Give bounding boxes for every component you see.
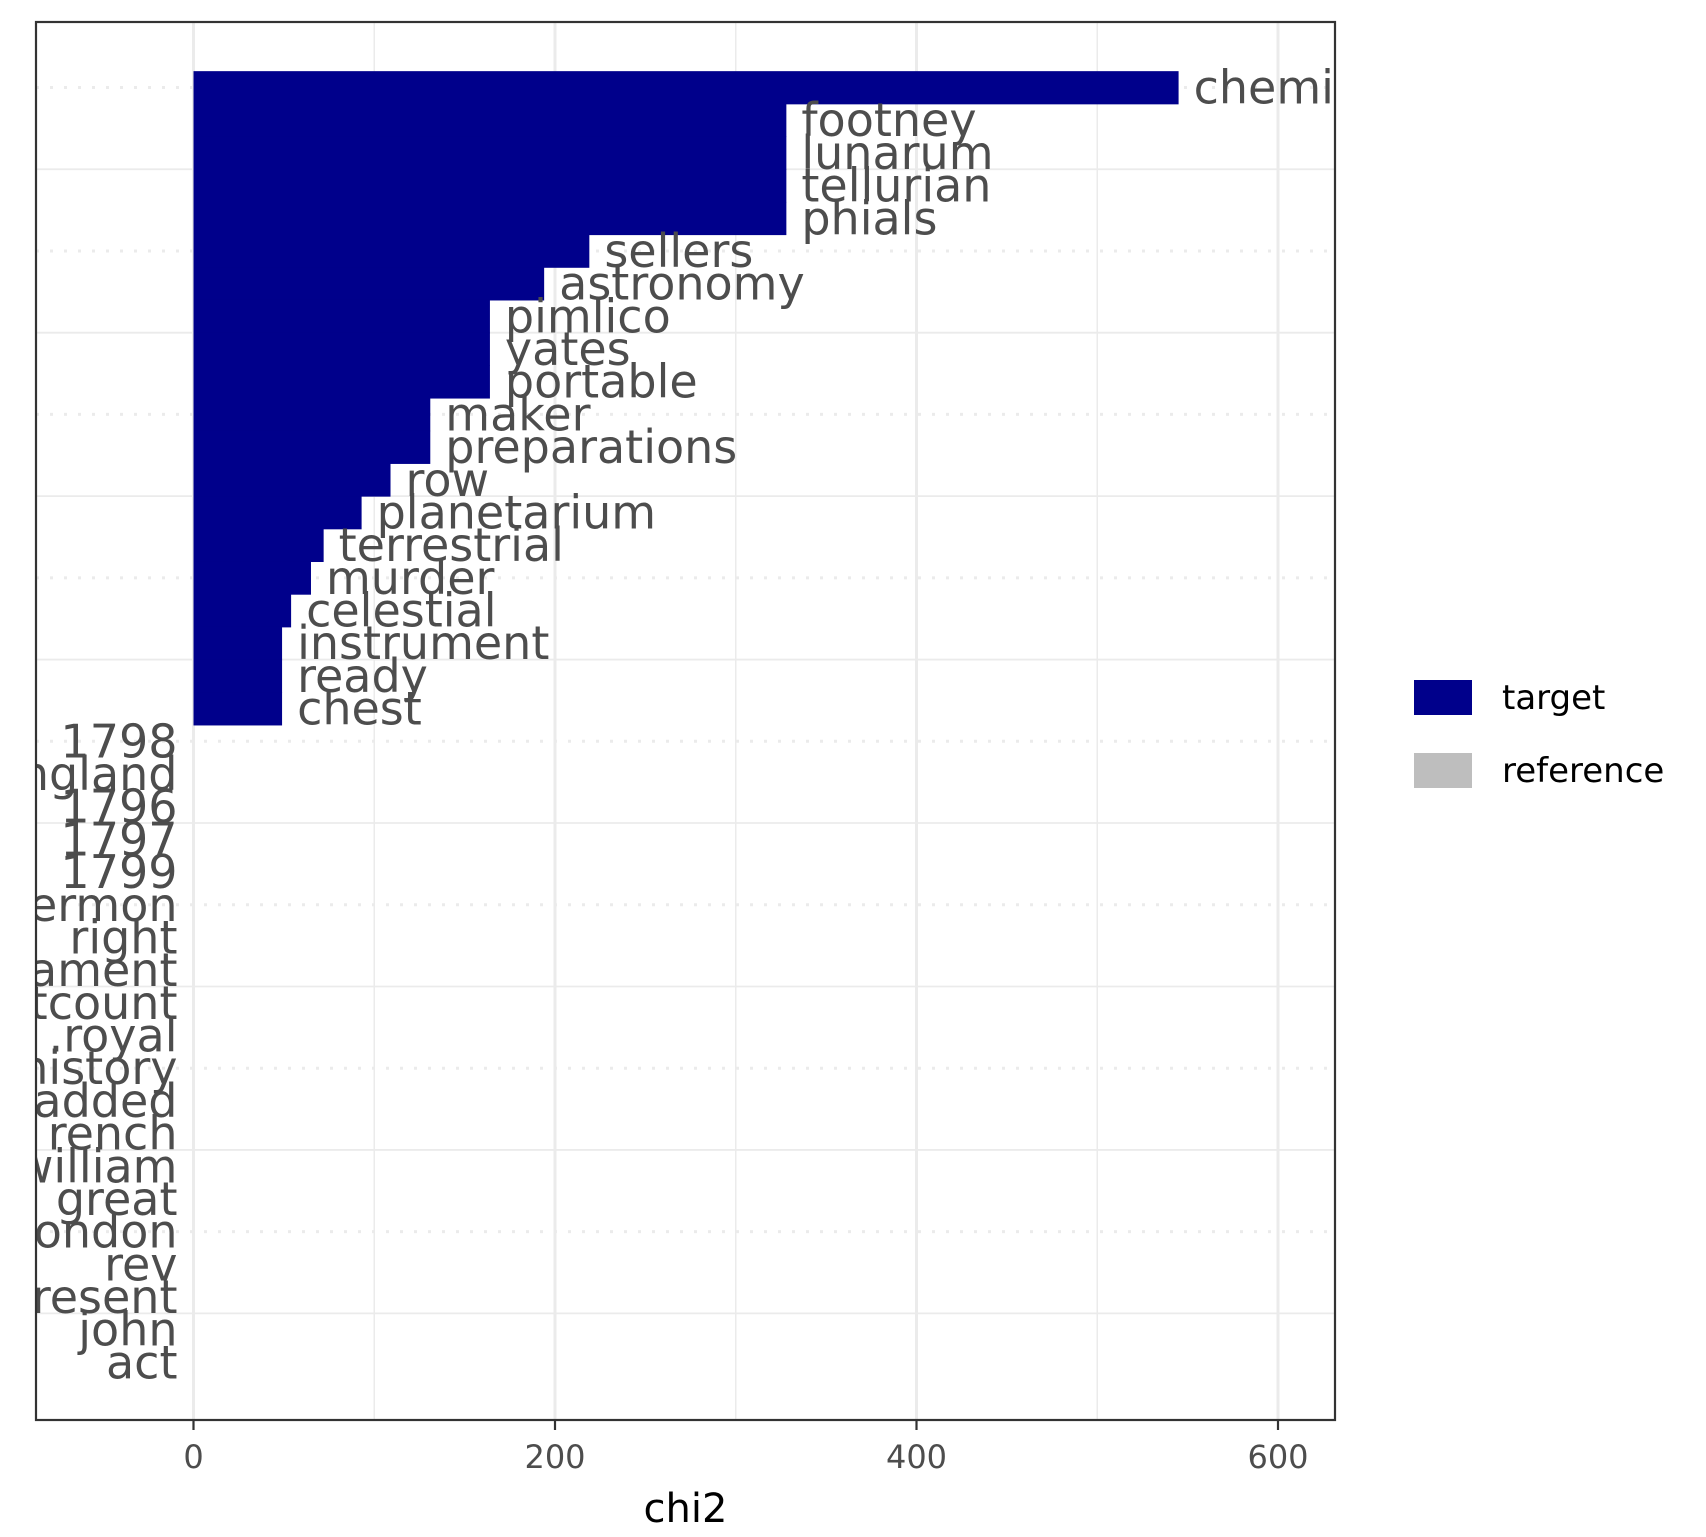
bar-label: yates <box>505 322 631 376</box>
bar-label: sellers <box>604 224 753 278</box>
bar <box>193 659 283 693</box>
bar-label: phials <box>801 191 937 245</box>
bar-label: ermon <box>29 878 178 932</box>
bar-label: footney <box>801 93 976 147</box>
bar <box>193 201 787 236</box>
bar <box>193 528 324 563</box>
bar <box>193 463 391 497</box>
bar-label: lunarum <box>801 126 993 180</box>
bar <box>193 561 311 595</box>
bar-label: rev <box>104 1237 177 1291</box>
bar-label: preparations <box>445 420 737 474</box>
bar <box>193 365 490 399</box>
bar-label: history <box>19 1041 177 1095</box>
bar-label: william <box>16 1139 178 1193</box>
bar-label: .royal <box>49 1009 178 1063</box>
bar <box>193 496 362 530</box>
bar-label: murder <box>326 551 495 605</box>
bar <box>193 71 1179 105</box>
bar-label: ondon <box>34 1205 178 1259</box>
bar-label: celestial <box>306 584 496 638</box>
bar <box>193 332 490 366</box>
bar-label: ament <box>29 943 178 997</box>
bar-label: ready <box>297 649 428 703</box>
x-tick-label: 600 <box>1247 1438 1308 1476</box>
x-tick-label: 0 <box>183 1438 203 1476</box>
bar-label: 1799 <box>60 845 177 899</box>
bar-label: portable <box>505 355 698 409</box>
bar <box>193 299 490 334</box>
bar-label: chest <box>297 682 422 736</box>
legend-swatch-target <box>1414 680 1472 715</box>
bar-label: tellurian <box>801 159 991 213</box>
bar-label: tcount <box>30 976 178 1030</box>
bar <box>193 267 545 301</box>
legend: target reference <box>1414 678 1664 791</box>
bar-label: row <box>406 453 490 507</box>
bar-label: astronomy <box>559 257 805 311</box>
legend-label-reference: reference <box>1502 751 1664 791</box>
bar-label: added <box>33 1074 177 1128</box>
bar <box>193 398 431 432</box>
bar-label: 1797 <box>60 812 177 866</box>
x-tick-label: 200 <box>524 1438 585 1476</box>
bar-label: great <box>56 1172 178 1226</box>
bar-label: planetarium <box>377 485 657 539</box>
bar <box>193 626 283 661</box>
bar-label: 1798 <box>60 714 177 768</box>
bar-label: terrestrial <box>339 518 564 572</box>
bar-label: resent <box>32 1270 178 1324</box>
bar <box>193 169 787 203</box>
bar <box>193 430 431 464</box>
bar-label: right <box>69 910 177 964</box>
bar-label: ngland <box>20 747 178 801</box>
bar-label: pimlico <box>505 289 671 343</box>
x-axis-title: chi2 <box>644 1486 728 1532</box>
x-tick-label: 400 <box>886 1438 947 1476</box>
bar-label: chemi <box>1194 61 1334 115</box>
bar-label: john <box>77 1303 177 1357</box>
bar-label: act <box>106 1335 178 1389</box>
plot-panel-border <box>34 20 1337 1422</box>
bar <box>193 136 787 170</box>
x-axis: 0 200 400 600 <box>183 1420 1309 1476</box>
bar <box>193 234 590 268</box>
bar-label: 1796 <box>60 780 177 834</box>
bar <box>193 594 292 628</box>
bars <box>193 71 1179 726</box>
bar <box>193 692 283 726</box>
bar-label: maker <box>445 387 590 441</box>
bar-label: rench <box>48 1107 178 1161</box>
legend-swatch-reference <box>1414 753 1472 788</box>
bar-label: instrument <box>297 616 549 670</box>
legend-label-target: target <box>1502 678 1605 718</box>
bar <box>193 103 787 138</box>
